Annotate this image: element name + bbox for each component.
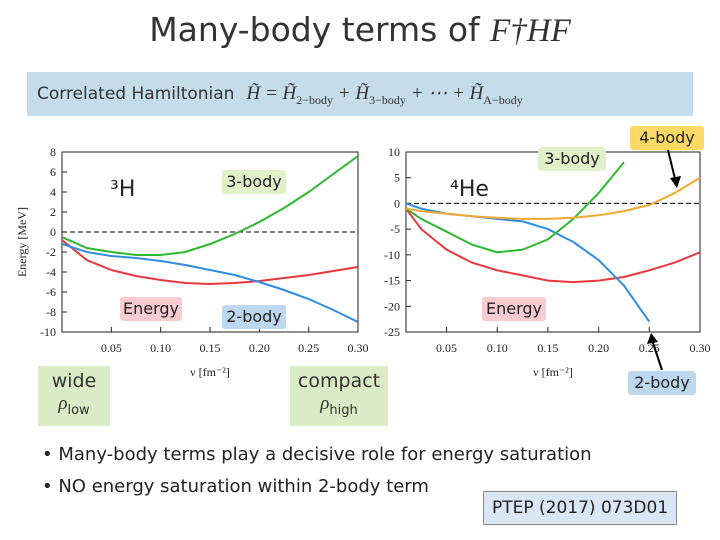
y-tick-label: -2 (46, 245, 56, 259)
y-tick-label: -6 (46, 285, 56, 299)
eq-token: = (260, 83, 283, 104)
series-line (62, 239, 358, 286)
bullet: • NO energy saturation within 2-body ter… (42, 476, 429, 497)
eq-token: H̃ (282, 83, 297, 104)
series-line (62, 243, 358, 323)
eq-token: + (333, 83, 356, 104)
x-tick-label: 0.30 (348, 341, 369, 355)
series-line (406, 176, 700, 220)
eq-token: + ⋯ + (405, 83, 470, 104)
y-tick-label: 4 (50, 185, 56, 199)
bullet-text: Many-body terms play a decisive role for… (58, 444, 592, 465)
density-word: compact (297, 370, 381, 392)
reference: PTEP (2017) 073D01 (483, 491, 678, 525)
rho: ρ (58, 393, 68, 414)
eq-sub: A−body (483, 92, 523, 107)
series-name: Energy (486, 299, 542, 318)
series-name: 4-body (639, 128, 695, 147)
title-math: F†HF (490, 13, 571, 49)
series-name-box (120, 297, 182, 321)
y-tick-label: 10 (388, 145, 400, 159)
arrow (651, 339, 663, 371)
chart-label: ³H (110, 177, 135, 202)
banner-label: Correlated Hamiltonian (37, 84, 235, 104)
x-tick-label: 0.15 (200, 341, 221, 355)
y-tick-label: -10 (384, 248, 400, 262)
series-name-box (630, 126, 704, 150)
series-name: 3-body (544, 149, 600, 168)
y-tick-label: -15 (384, 274, 400, 288)
density-word: wide (51, 370, 97, 392)
eq-token: H̃ (469, 83, 484, 104)
series-name-box (538, 147, 606, 171)
density-label: compact ρhigh (290, 366, 388, 426)
x-tick-label: 0.05 (436, 341, 457, 355)
bullet-text: NO energy saturation within 2-body term (58, 476, 429, 497)
plot-frame (61, 151, 359, 333)
y-tick-label: 6 (50, 165, 56, 179)
banner: Correlated Hamiltonian H̃ = H̃2−body + H̃… (27, 72, 693, 116)
series-name: 2-body (634, 373, 690, 392)
x-tick-label: 0.30 (690, 341, 711, 355)
y-tick-label: 0 (394, 196, 400, 210)
rho: ρ (320, 393, 330, 414)
rho-sub: high (329, 402, 358, 418)
rho-sub: low (67, 402, 90, 418)
y-axis-label: Energy [MeV] (15, 207, 29, 277)
x-axis-label: ν [fm⁻²] (190, 365, 230, 379)
series-name: 2-body (226, 307, 282, 326)
eq-token: H̃ (355, 83, 370, 104)
arrowhead (647, 333, 658, 344)
series-name-box (628, 371, 696, 395)
series-name-box (482, 297, 546, 321)
y-tick-label: 0 (50, 225, 56, 239)
series-line (62, 155, 358, 256)
y-tick-label: -10 (40, 325, 56, 339)
chart-label: ⁴He (450, 177, 489, 202)
x-tick-label: 0.20 (249, 341, 270, 355)
y-tick-label: -5 (390, 222, 400, 236)
x-tick-label: 0.10 (150, 341, 171, 355)
equation: H̃ = H̃2−body + H̃3−body + ⋯ + H̃A−body (246, 83, 523, 107)
y-tick-label: 5 (394, 171, 400, 185)
series-line (406, 161, 625, 254)
y-tick-label: -20 (384, 299, 400, 313)
y-tick-label: 2 (50, 205, 56, 219)
eq-sub: 3−body (369, 92, 406, 107)
x-tick-label: 0.10 (487, 341, 508, 355)
density-label: wide ρlow (38, 366, 110, 426)
series-line (406, 208, 700, 284)
bullet: • Many-body terms play a decisive role f… (42, 444, 592, 465)
x-axis-label: ν [fm⁻²] (533, 365, 573, 379)
title: Many-body terms of F†HF (0, 10, 720, 50)
series-name: Energy (123, 299, 179, 318)
x-tick-label: 0.20 (588, 341, 609, 355)
eq-sub: 2−body (296, 92, 334, 107)
series-name-box (222, 305, 286, 329)
arrowhead (670, 176, 681, 188)
y-tick-label: 8 (50, 145, 56, 159)
y-tick-label: -25 (384, 325, 400, 339)
eq-token: H̃ (246, 83, 261, 104)
x-tick-label: 0.25 (298, 341, 319, 355)
series-name-box (222, 170, 286, 194)
series-name: 3-body (226, 172, 282, 191)
y-tick-label: -8 (46, 305, 56, 319)
title-text: Many-body terms of (149, 10, 491, 49)
y-tick-label: -4 (46, 265, 56, 279)
x-tick-label: 0.05 (101, 341, 122, 355)
x-tick-label: 0.15 (537, 341, 558, 355)
x-tick-label: 0.25 (639, 341, 660, 355)
